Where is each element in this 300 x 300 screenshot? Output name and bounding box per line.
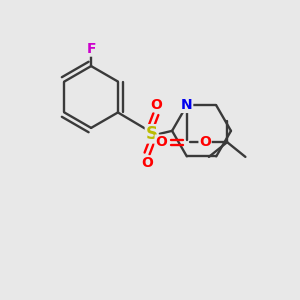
Text: O: O xyxy=(155,135,167,149)
Text: N: N xyxy=(181,98,193,112)
Text: F: F xyxy=(86,42,96,56)
Text: O: O xyxy=(141,156,153,170)
Text: O: O xyxy=(199,135,211,149)
Text: O: O xyxy=(150,98,162,112)
Text: S: S xyxy=(146,125,158,143)
